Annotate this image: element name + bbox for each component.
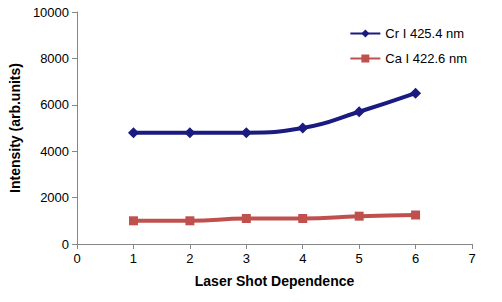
svg-text:2000: 2000 bbox=[40, 190, 69, 205]
svg-text:1: 1 bbox=[130, 251, 137, 266]
svg-text:0: 0 bbox=[62, 237, 69, 252]
svg-text:Cr I 425.4 nm: Cr I 425.4 nm bbox=[385, 26, 464, 41]
svg-text:Intensity (arb.units): Intensity (arb.units) bbox=[7, 63, 23, 193]
svg-text:5: 5 bbox=[356, 251, 363, 266]
svg-text:Ca I 422.6 nm: Ca I 422.6 nm bbox=[385, 51, 467, 66]
svg-text:4000: 4000 bbox=[40, 144, 69, 159]
svg-text:Laser Shot Dependence: Laser Shot Dependence bbox=[195, 273, 355, 289]
svg-text:8000: 8000 bbox=[40, 51, 69, 66]
svg-text:3: 3 bbox=[243, 251, 250, 266]
svg-text:6000: 6000 bbox=[40, 97, 69, 112]
svg-text:0: 0 bbox=[73, 251, 80, 266]
svg-text:4: 4 bbox=[299, 251, 306, 266]
svg-text:7: 7 bbox=[468, 251, 475, 266]
svg-text:10000: 10000 bbox=[33, 5, 69, 20]
svg-text:2: 2 bbox=[186, 251, 193, 266]
svg-text:6: 6 bbox=[412, 251, 419, 266]
